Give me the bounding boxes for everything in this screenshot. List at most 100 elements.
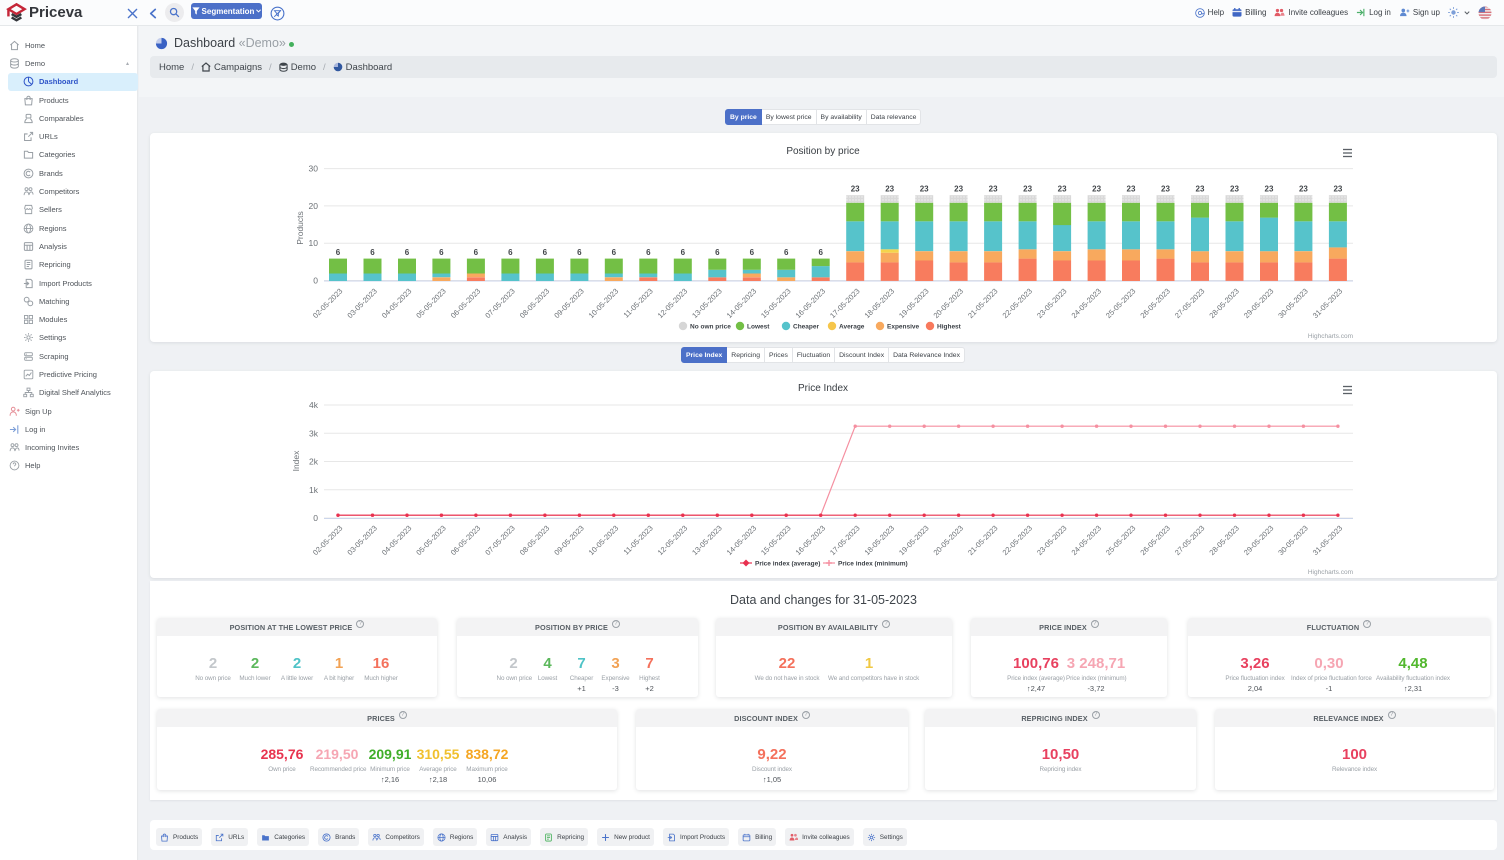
svg-text:02-05-2023: 02-05-2023	[311, 287, 344, 320]
svg-text:31-05-2023: 31-05-2023	[1311, 524, 1344, 557]
svg-text:Lowest: Lowest	[747, 324, 770, 331]
svg-text:20-05-2023: 20-05-2023	[932, 524, 965, 557]
svg-text:19-05-2023: 19-05-2023	[897, 287, 930, 320]
svg-text:6: 6	[577, 248, 582, 257]
svg-text:Price index (minimum): Price index (minimum)	[838, 561, 908, 568]
svg-text:6: 6	[336, 248, 341, 257]
svg-text:1k: 1k	[309, 485, 319, 495]
svg-text:26-05-2023: 26-05-2023	[1138, 287, 1171, 320]
svg-text:23: 23	[1196, 185, 1205, 194]
svg-text:23: 23	[1092, 185, 1101, 194]
svg-text:2k: 2k	[309, 457, 319, 467]
svg-text:13-05-2023: 13-05-2023	[690, 287, 723, 320]
svg-text:12-05-2023: 12-05-2023	[656, 524, 689, 557]
svg-text:27-05-2023: 27-05-2023	[1173, 287, 1206, 320]
svg-text:15-05-2023: 15-05-2023	[759, 524, 792, 557]
svg-text:23: 23	[989, 185, 998, 194]
svg-text:04-05-2023: 04-05-2023	[380, 287, 413, 320]
svg-text:06-05-2023: 06-05-2023	[449, 524, 482, 557]
svg-text:24-05-2023: 24-05-2023	[1070, 524, 1103, 557]
svg-text:6: 6	[405, 248, 410, 257]
svg-text:30: 30	[309, 164, 319, 174]
svg-text:16-05-2023: 16-05-2023	[794, 524, 827, 557]
svg-text:03-05-2023: 03-05-2023	[345, 524, 378, 557]
svg-text:28-05-2023: 28-05-2023	[1207, 287, 1240, 320]
svg-text:17-05-2023: 17-05-2023	[828, 287, 861, 320]
svg-text:30-05-2023: 30-05-2023	[1276, 524, 1309, 557]
svg-text:14-05-2023: 14-05-2023	[725, 524, 758, 557]
svg-text:19-05-2023: 19-05-2023	[897, 524, 930, 557]
svg-text:No own price: No own price	[690, 324, 731, 331]
svg-text:14-05-2023: 14-05-2023	[725, 287, 758, 320]
svg-text:08-05-2023: 08-05-2023	[518, 524, 551, 557]
svg-text:Highcharts.com: Highcharts.com	[1308, 333, 1353, 340]
svg-text:22-05-2023: 22-05-2023	[1001, 287, 1034, 320]
svg-text:12-05-2023: 12-05-2023	[656, 287, 689, 320]
svg-text:6: 6	[439, 248, 444, 257]
svg-text:24-05-2023: 24-05-2023	[1070, 287, 1103, 320]
svg-text:6: 6	[646, 248, 651, 257]
svg-text:16-05-2023: 16-05-2023	[794, 287, 827, 320]
svg-text:28-05-2023: 28-05-2023	[1207, 524, 1240, 557]
svg-text:Index: Index	[291, 450, 301, 472]
svg-text:23: 23	[1161, 185, 1170, 194]
svg-text:Highcharts.com: Highcharts.com	[1308, 569, 1353, 576]
svg-text:23: 23	[885, 185, 894, 194]
svg-text:11-05-2023: 11-05-2023	[622, 524, 655, 557]
svg-text:09-05-2023: 09-05-2023	[552, 524, 585, 557]
svg-text:6: 6	[508, 248, 513, 257]
svg-text:23: 23	[1230, 185, 1239, 194]
svg-text:18-05-2023: 18-05-2023	[863, 287, 896, 320]
svg-text:27-05-2023: 27-05-2023	[1173, 524, 1206, 557]
svg-text:07-05-2023: 07-05-2023	[483, 524, 516, 557]
svg-text:29-05-2023: 29-05-2023	[1242, 524, 1275, 557]
svg-text:25-05-2023: 25-05-2023	[1104, 524, 1137, 557]
svg-text:22-05-2023: 22-05-2023	[1001, 524, 1034, 557]
svg-text:31-05-2023: 31-05-2023	[1311, 287, 1344, 320]
svg-text:23: 23	[1058, 185, 1067, 194]
svg-text:6: 6	[750, 248, 755, 257]
svg-text:11-05-2023: 11-05-2023	[622, 287, 655, 320]
svg-text:21-05-2023: 21-05-2023	[966, 524, 999, 557]
svg-text:30-05-2023: 30-05-2023	[1276, 287, 1309, 320]
svg-text:Price index (average): Price index (average)	[755, 561, 820, 568]
svg-text:18-05-2023: 18-05-2023	[863, 524, 896, 557]
svg-text:6: 6	[715, 248, 720, 257]
svg-text:09-05-2023: 09-05-2023	[552, 287, 585, 320]
svg-text:23: 23	[851, 185, 860, 194]
svg-text:Cheaper: Cheaper	[793, 324, 819, 331]
svg-text:23: 23	[954, 185, 963, 194]
svg-text:25-05-2023: 25-05-2023	[1104, 287, 1137, 320]
svg-text:23-05-2023: 23-05-2023	[1035, 287, 1068, 320]
svg-text:02-05-2023: 02-05-2023	[311, 524, 344, 557]
svg-text:17-05-2023: 17-05-2023	[828, 524, 861, 557]
svg-text:13-05-2023: 13-05-2023	[690, 524, 723, 557]
svg-text:10: 10	[309, 238, 319, 248]
svg-text:20-05-2023: 20-05-2023	[932, 287, 965, 320]
svg-text:0: 0	[313, 276, 318, 286]
svg-text:05-05-2023: 05-05-2023	[414, 524, 447, 557]
svg-text:6: 6	[681, 248, 686, 257]
svg-text:23: 23	[1127, 185, 1136, 194]
svg-text:Position by price: Position by price	[786, 146, 860, 157]
svg-text:05-05-2023: 05-05-2023	[414, 287, 447, 320]
svg-text:6: 6	[543, 248, 548, 257]
svg-text:08-05-2023: 08-05-2023	[518, 287, 551, 320]
svg-text:21-05-2023: 21-05-2023	[966, 287, 999, 320]
svg-text:23: 23	[1023, 185, 1032, 194]
svg-text:Highest: Highest	[937, 324, 962, 331]
svg-text:4k: 4k	[309, 400, 319, 410]
svg-text:06-05-2023: 06-05-2023	[449, 287, 482, 320]
svg-text:10-05-2023: 10-05-2023	[587, 524, 620, 557]
svg-text:29-05-2023: 29-05-2023	[1242, 287, 1275, 320]
svg-text:23: 23	[1299, 185, 1308, 194]
svg-text:03-05-2023: 03-05-2023	[345, 287, 378, 320]
svg-text:Expensive: Expensive	[887, 324, 920, 331]
svg-text:23-05-2023: 23-05-2023	[1035, 524, 1068, 557]
svg-text:Products: Products	[295, 211, 305, 245]
svg-text:6: 6	[818, 248, 823, 257]
svg-text:15-05-2023: 15-05-2023	[759, 287, 792, 320]
svg-text:6: 6	[474, 248, 479, 257]
svg-text:04-05-2023: 04-05-2023	[380, 524, 413, 557]
svg-text:6: 6	[612, 248, 617, 257]
